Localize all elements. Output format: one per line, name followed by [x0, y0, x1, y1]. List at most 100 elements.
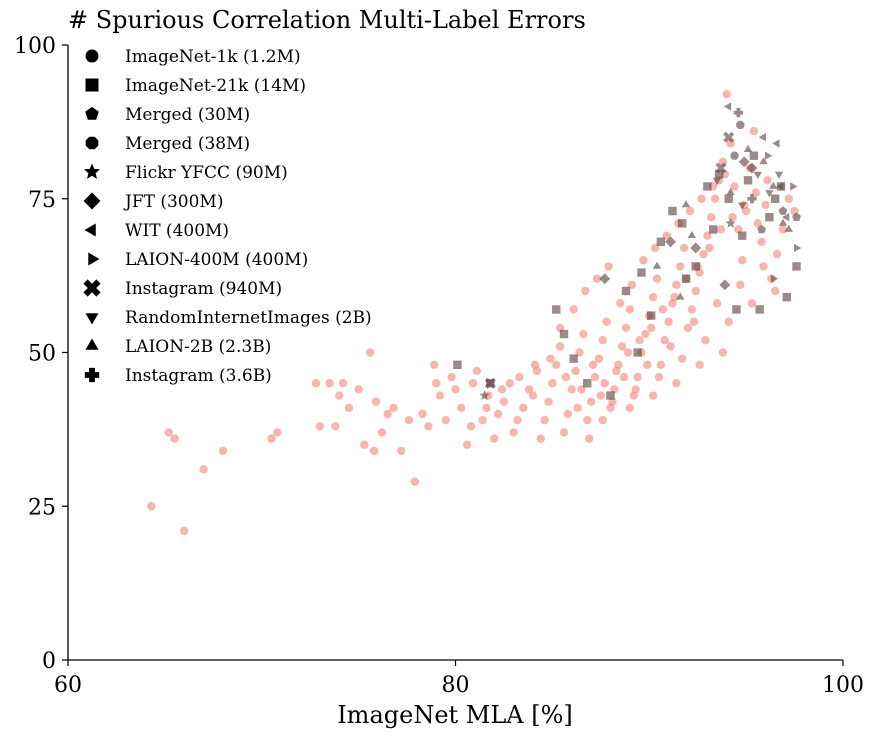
- data-point-circle: [457, 403, 466, 413]
- data-point-circle: [660, 336, 669, 345]
- data-point-circle: [676, 262, 685, 271]
- legend-label: Merged (30M): [125, 105, 250, 125]
- data-point-octagon: [730, 151, 739, 160]
- data-point-diamond: [719, 279, 731, 291]
- data-point-circle: [598, 415, 607, 425]
- data-point-circle: [548, 379, 557, 388]
- data-point-square: [708, 225, 718, 234]
- data-point-circle: [555, 342, 565, 351]
- legend-label: WIT (400M): [125, 221, 229, 241]
- legend-label: ImageNet-1k (1.2M): [125, 47, 301, 67]
- data-point-square: [714, 169, 724, 179]
- data-point-circle: [778, 225, 788, 234]
- data-point-plus: [733, 108, 743, 118]
- legend: ImageNet-1k (1.2M) ImageNet-21k (14M) Merg…: [83, 47, 372, 386]
- data-point-diamond: [665, 236, 677, 248]
- legend-label: Flickr YFCC (90M): [125, 163, 288, 183]
- data-point-circle: [515, 372, 524, 382]
- data-point-circle: [701, 336, 710, 345]
- data-point-circle: [424, 422, 433, 431]
- data-point-square: [743, 176, 753, 185]
- data-point-circle: [722, 90, 731, 99]
- data-point-circle: [170, 434, 179, 443]
- data-point-diamond: [746, 162, 758, 174]
- data-point-triangle-down: [765, 190, 774, 198]
- data-point-square: [559, 329, 569, 339]
- data-point-pentagon: [757, 224, 767, 234]
- legend-marker-square: [85, 78, 99, 92]
- data-point-circle: [466, 422, 476, 431]
- data-point-circle: [600, 379, 609, 388]
- data-point-circle: [749, 126, 759, 136]
- data-point-circle: [770, 286, 780, 296]
- legend-label: JFT (300M): [123, 192, 223, 212]
- data-point-circle: [652, 274, 662, 283]
- data-point-circle: [579, 329, 588, 339]
- data-point-circle: [707, 213, 716, 222]
- legend-marker-plus: [84, 367, 100, 383]
- data-point-square: [738, 231, 747, 240]
- data-point-circle: [540, 415, 549, 425]
- data-point-square: [569, 354, 578, 363]
- chart-title: # Spurious Correlation Multi-Label Error…: [68, 6, 586, 34]
- legend-marker-star: [83, 163, 101, 179]
- y-tick-label: 100: [14, 34, 56, 59]
- data-point-circle: [581, 286, 590, 296]
- data-point-circle: [648, 292, 658, 302]
- data-point-circle: [625, 305, 635, 314]
- legend-label: ImageNet-21k (14M): [125, 76, 306, 96]
- data-point-circle: [325, 379, 334, 388]
- data-point-circle: [705, 243, 714, 253]
- data-point-circle: [505, 379, 514, 388]
- data-point-triangle-up: [687, 230, 697, 239]
- data-point-square: [691, 262, 700, 271]
- data-point-circle: [641, 329, 650, 339]
- data-point-square: [681, 274, 691, 283]
- data-point-circle: [583, 415, 592, 425]
- data-point-circle: [571, 366, 580, 376]
- data-point-triangle-right: [794, 243, 802, 253]
- data-point-circle: [273, 428, 282, 437]
- y-tick-label: 50: [28, 342, 56, 367]
- data-point-circle: [635, 336, 644, 345]
- data-point-circle: [672, 280, 681, 290]
- data-point-square: [677, 219, 687, 228]
- legend-label: Instagram (940M): [125, 279, 282, 299]
- data-point-triangle-up: [726, 187, 735, 196]
- data-point-circle: [441, 415, 451, 425]
- data-point-circle: [383, 409, 392, 419]
- data-point-square: [656, 237, 666, 246]
- data-point-circle: [478, 415, 487, 425]
- data-point-circle: [596, 391, 606, 400]
- legend-marker-octagon: [85, 136, 99, 150]
- data-point-circle: [738, 256, 747, 265]
- data-point-circle: [623, 348, 633, 357]
- y-tick-label: 75: [28, 188, 56, 213]
- data-point-circle: [625, 403, 635, 413]
- data-point-triangle-right: [770, 274, 779, 283]
- legend-label: RandomInternetImages (2B): [125, 308, 372, 328]
- data-point-circle: [615, 299, 625, 308]
- data-point-triangle-down: [712, 177, 722, 186]
- legend-marker-diamond: [83, 192, 101, 210]
- data-point-circle: [619, 372, 629, 382]
- legend-label: LAION-2B (2.3B): [125, 337, 271, 357]
- data-point-star: [479, 390, 490, 400]
- x-tick-label: 80: [442, 673, 470, 698]
- data-point-circle: [147, 502, 156, 511]
- data-point-circle: [699, 249, 708, 259]
- ticks: 60 80 100 0 25 50 75 100: [14, 34, 864, 698]
- data-point-circle: [371, 397, 381, 406]
- data-point-diamond: [690, 242, 702, 254]
- data-point-square: [749, 151, 759, 160]
- data-point-square: [606, 391, 615, 400]
- legend-marker-triangle-down: [85, 313, 99, 325]
- data-point-circle: [716, 225, 726, 234]
- data-point-circle: [602, 317, 611, 326]
- data-point-circle: [493, 409, 503, 419]
- data-point-triangle-left: [772, 139, 780, 148]
- data-point-circle: [654, 372, 664, 382]
- y-tick-label: 25: [28, 495, 56, 520]
- data-point-circle: [528, 391, 538, 400]
- data-point-triangle-up: [681, 200, 691, 208]
